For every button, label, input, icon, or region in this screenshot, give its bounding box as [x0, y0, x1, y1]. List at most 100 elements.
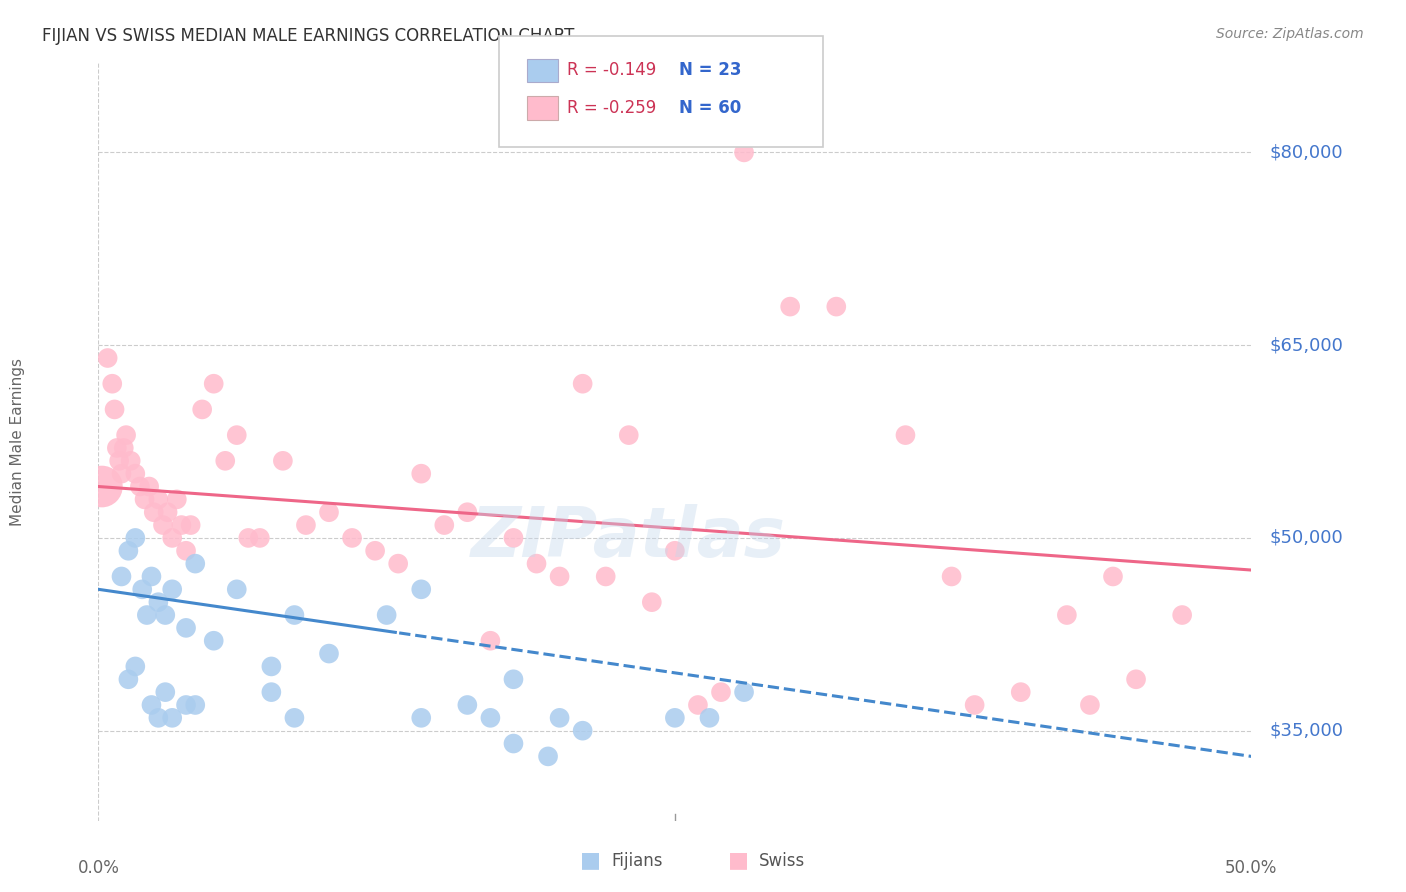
- Point: [571, 376, 593, 391]
- Point: [283, 607, 305, 622]
- Point: [710, 685, 733, 699]
- Text: Swiss: Swiss: [759, 852, 806, 870]
- Point: [97, 351, 120, 365]
- Text: R = -0.149: R = -0.149: [567, 62, 655, 79]
- Point: [779, 300, 801, 314]
- Point: [202, 376, 225, 391]
- Text: FIJIAN VS SWISS MEDIAN MALE EARNINGS CORRELATION CHART: FIJIAN VS SWISS MEDIAN MALE EARNINGS COR…: [42, 27, 575, 45]
- Point: [174, 543, 197, 558]
- Text: 0.0%: 0.0%: [77, 859, 120, 877]
- Point: [225, 582, 247, 597]
- Point: [129, 479, 152, 493]
- Point: [124, 467, 146, 481]
- Point: [283, 711, 305, 725]
- Text: Source: ZipAtlas.com: Source: ZipAtlas.com: [1216, 27, 1364, 41]
- Point: [134, 492, 156, 507]
- Point: [184, 557, 207, 571]
- Point: [160, 582, 183, 597]
- Point: [1010, 685, 1032, 699]
- Point: [170, 518, 193, 533]
- Point: [110, 467, 132, 481]
- Point: [502, 531, 524, 545]
- Point: [295, 518, 318, 533]
- Text: $50,000: $50,000: [1270, 529, 1344, 547]
- Point: [733, 685, 755, 699]
- Point: [411, 582, 433, 597]
- Point: [141, 698, 163, 712]
- Point: [112, 441, 135, 455]
- Point: [103, 402, 125, 417]
- Point: [387, 557, 409, 571]
- Point: [174, 698, 197, 712]
- Point: [456, 505, 478, 519]
- Point: [375, 607, 398, 622]
- Point: [131, 582, 153, 597]
- Text: R = -0.259: R = -0.259: [567, 99, 655, 117]
- Point: [941, 569, 963, 583]
- Point: [156, 505, 179, 519]
- Point: [135, 607, 157, 622]
- Text: ■: ■: [581, 850, 600, 870]
- Point: [502, 673, 524, 687]
- Point: [110, 569, 132, 583]
- Point: [894, 428, 917, 442]
- Point: [115, 428, 138, 442]
- Point: [548, 569, 571, 583]
- Point: [411, 467, 433, 481]
- Point: [664, 543, 686, 558]
- Point: [641, 595, 664, 609]
- Point: [148, 711, 170, 725]
- Point: [160, 531, 183, 545]
- Point: [141, 569, 163, 583]
- Point: [184, 698, 207, 712]
- Point: [148, 492, 170, 507]
- Point: [318, 505, 340, 519]
- Point: [142, 505, 165, 519]
- Point: [117, 543, 139, 558]
- Point: [318, 647, 340, 661]
- Point: [152, 518, 174, 533]
- Point: [686, 698, 709, 712]
- Point: [271, 454, 294, 468]
- Point: [502, 737, 524, 751]
- Point: [548, 711, 571, 725]
- Text: N = 60: N = 60: [679, 99, 741, 117]
- Point: [479, 633, 502, 648]
- Text: ZIPatlas: ZIPatlas: [471, 504, 786, 572]
- Point: [364, 543, 387, 558]
- Point: [260, 659, 283, 673]
- Point: [155, 685, 177, 699]
- Point: [238, 531, 260, 545]
- Point: [166, 492, 188, 507]
- Point: [160, 711, 183, 725]
- Point: [456, 698, 478, 712]
- Point: [733, 145, 755, 160]
- Point: [155, 607, 177, 622]
- Point: [1125, 673, 1147, 687]
- Point: [1102, 569, 1125, 583]
- Text: $35,000: $35,000: [1270, 722, 1344, 739]
- Point: [1078, 698, 1101, 712]
- Point: [90, 479, 112, 493]
- Point: [105, 441, 128, 455]
- Point: [124, 659, 146, 673]
- Text: N = 23: N = 23: [679, 62, 741, 79]
- Point: [124, 531, 146, 545]
- Point: [571, 723, 593, 738]
- Point: [340, 531, 363, 545]
- Point: [825, 300, 848, 314]
- Point: [249, 531, 271, 545]
- Point: [202, 633, 225, 648]
- Point: [138, 479, 160, 493]
- Point: [526, 557, 548, 571]
- Point: [595, 569, 617, 583]
- Point: [411, 711, 433, 725]
- Point: [699, 711, 721, 725]
- Point: [120, 454, 142, 468]
- Point: [664, 711, 686, 725]
- Point: [108, 454, 131, 468]
- Point: [617, 428, 640, 442]
- Text: ■: ■: [728, 850, 748, 870]
- Point: [1171, 607, 1194, 622]
- Text: Median Male Earnings: Median Male Earnings: [10, 358, 25, 525]
